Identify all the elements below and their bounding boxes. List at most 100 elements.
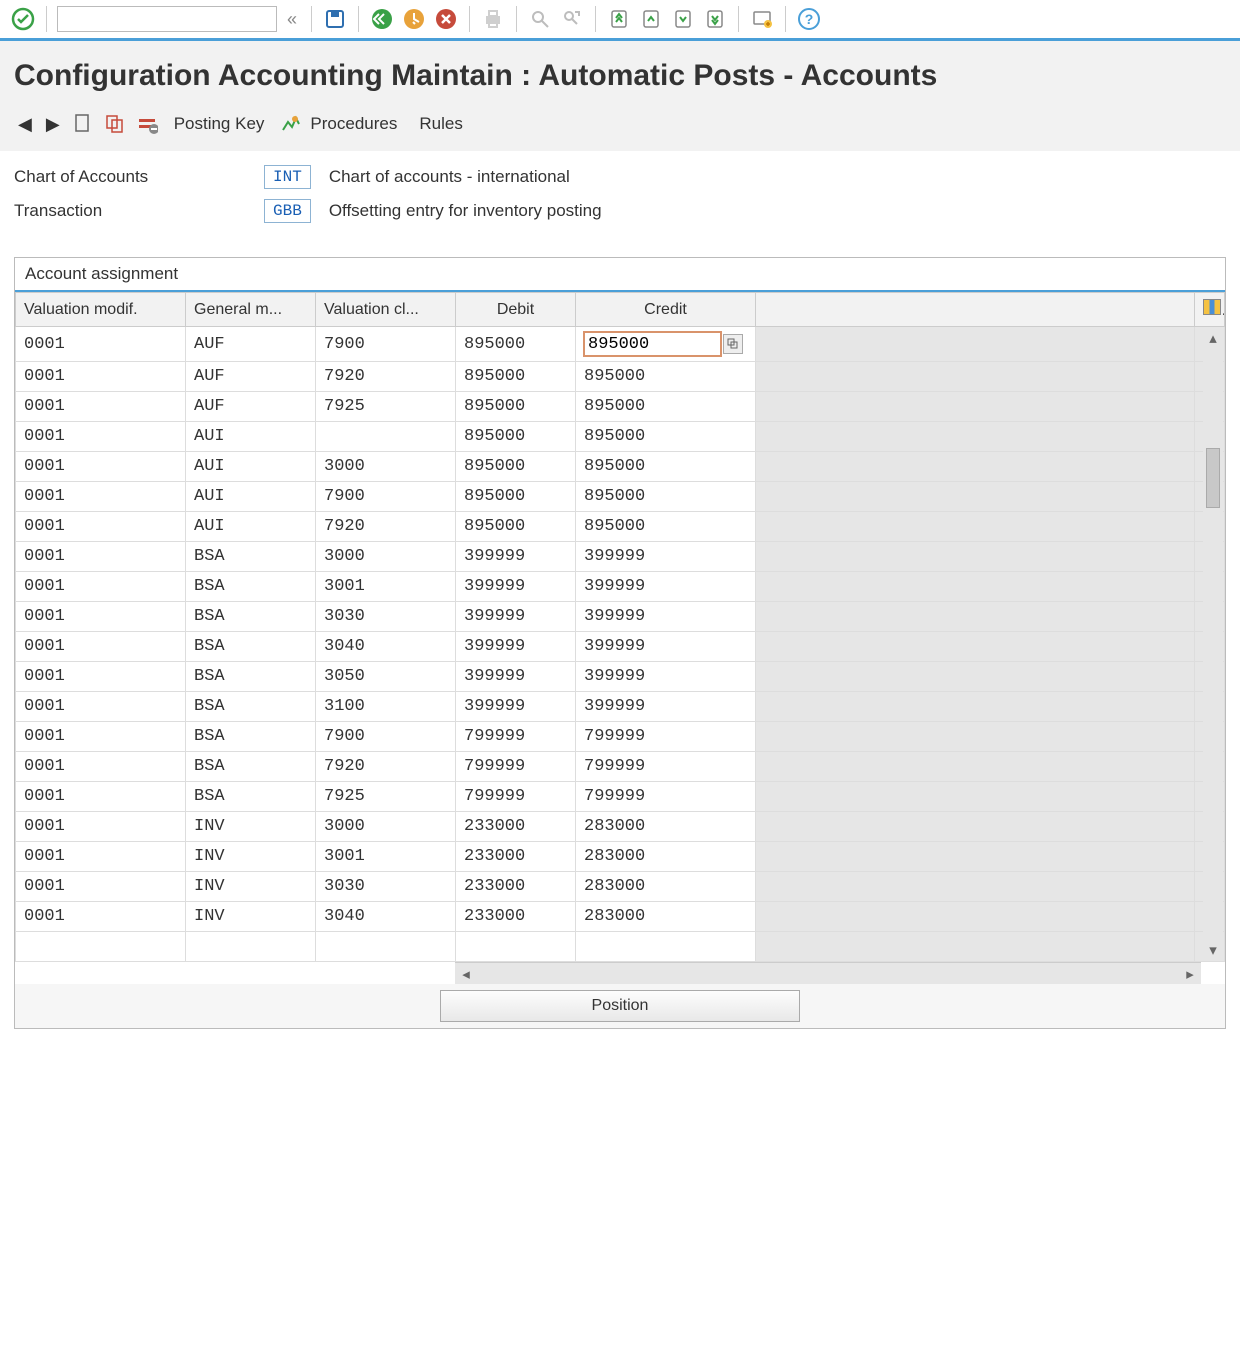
cell-valuation-class[interactable]: 3001 [316, 842, 456, 872]
cell-general-mod[interactable]: BSA [186, 782, 316, 812]
cell-valuation-modif[interactable]: 0001 [16, 512, 186, 542]
table-row[interactable]: 0001BSA7900799999799999 [16, 722, 1225, 752]
help-icon[interactable]: ? [796, 6, 822, 32]
find-icon[interactable] [527, 6, 553, 32]
table-row[interactable]: 0001AUI895000895000 [16, 422, 1225, 452]
cell-valuation-modif[interactable]: 0001 [16, 662, 186, 692]
cell-credit[interactable]: 895000 [576, 392, 756, 422]
col-general-mod[interactable]: General m... [186, 293, 316, 327]
cell-valuation-class[interactable]: 7900 [316, 722, 456, 752]
delete-icon[interactable] [134, 111, 160, 137]
cell-valuation-class[interactable]: 3001 [316, 572, 456, 602]
cell-general-mod[interactable]: BSA [186, 662, 316, 692]
cell-valuation-modif[interactable]: 0001 [16, 902, 186, 932]
cell-general-mod[interactable]: AUI [186, 482, 316, 512]
rules-button[interactable]: Rules [411, 114, 470, 134]
cell-valuation-class[interactable]: 3000 [316, 812, 456, 842]
cell-debit[interactable]: 399999 [456, 662, 576, 692]
cell-general-mod[interactable]: INV [186, 872, 316, 902]
col-valuation-class[interactable]: Valuation cl... [316, 293, 456, 327]
table-row[interactable]: 0001BSA3001399999399999 [16, 572, 1225, 602]
prev-arrow-icon[interactable]: ◀ [14, 114, 36, 135]
cell-debit[interactable]: 233000 [456, 872, 576, 902]
cell-general-mod[interactable]: BSA [186, 632, 316, 662]
cell-valuation-class[interactable] [316, 422, 456, 452]
cell-debit[interactable]: 233000 [456, 842, 576, 872]
cell-valuation-modif[interactable]: 0001 [16, 482, 186, 512]
first-page-icon[interactable] [606, 6, 632, 32]
prev-page-icon[interactable] [638, 6, 664, 32]
cell-credit[interactable]: 799999 [576, 722, 756, 752]
table-row[interactable]: 0001BSA3100399999399999 [16, 692, 1225, 722]
horizontal-scrollbar[interactable]: ◂ ▸ [455, 962, 1201, 984]
table-row[interactable]: 0001BSA7925799999799999 [16, 782, 1225, 812]
cell-general-mod[interactable]: AUI [186, 422, 316, 452]
cell-valuation-class[interactable]: 7925 [316, 392, 456, 422]
cell-valuation-class[interactable]: 7900 [316, 482, 456, 512]
cell-debit[interactable]: 895000 [456, 392, 576, 422]
cell-credit[interactable]: 799999 [576, 752, 756, 782]
cell-debit[interactable]: 399999 [456, 542, 576, 572]
table-row[interactable]: 0001BSA3000399999399999 [16, 542, 1225, 572]
find-next-icon[interactable] [559, 6, 585, 32]
position-button[interactable]: Position [440, 990, 800, 1022]
cell-credit[interactable]: 399999 [576, 692, 756, 722]
cell-debit[interactable]: 399999 [456, 632, 576, 662]
scroll-right-icon[interactable]: ▸ [1179, 963, 1201, 985]
cell-valuation-modif[interactable]: 0001 [16, 872, 186, 902]
cell-credit[interactable]: 399999 [576, 572, 756, 602]
cell-credit[interactable]: 399999 [576, 602, 756, 632]
col-credit[interactable]: Credit [576, 293, 756, 327]
cell-valuation-class[interactable]: 3030 [316, 872, 456, 902]
scroll-thumb[interactable] [1206, 448, 1220, 508]
cell-valuation-class[interactable]: 3050 [316, 662, 456, 692]
table-row[interactable]: 0001BSA3030399999399999 [16, 602, 1225, 632]
value-help-icon[interactable] [723, 334, 743, 354]
cell-credit[interactable]: 895000 [576, 362, 756, 392]
cell-valuation-modif[interactable]: 0001 [16, 722, 186, 752]
cell-valuation-modif[interactable]: 0001 [16, 782, 186, 812]
cell-credit[interactable]: 399999 [576, 632, 756, 662]
cell-valuation-modif[interactable]: 0001 [16, 327, 186, 362]
procedures-icon[interactable] [278, 111, 304, 137]
table-row[interactable]: 0001INV3001233000283000 [16, 842, 1225, 872]
table-row[interactable]: 0001AUI3000895000895000 [16, 452, 1225, 482]
cell-valuation-modif[interactable]: 0001 [16, 362, 186, 392]
scroll-left-icon[interactable]: ◂ [455, 963, 477, 985]
cell-valuation-modif[interactable]: 0001 [16, 572, 186, 602]
table-row[interactable]: 0001BSA3050399999399999 [16, 662, 1225, 692]
table-row[interactable]: 0001INV3030233000283000 [16, 872, 1225, 902]
last-page-icon[interactable] [702, 6, 728, 32]
cell-credit[interactable]: 283000 [576, 812, 756, 842]
scroll-down-icon[interactable]: ▾ [1203, 940, 1223, 960]
back-icon[interactable] [369, 6, 395, 32]
cell-general-mod[interactable]: AUF [186, 392, 316, 422]
cell-valuation-class[interactable]: 7920 [316, 512, 456, 542]
col-debit[interactable]: Debit [456, 293, 576, 327]
cell-valuation-class[interactable]: 3040 [316, 632, 456, 662]
cancel-icon[interactable] [433, 6, 459, 32]
cell-general-mod[interactable]: BSA [186, 722, 316, 752]
cell-general-mod[interactable]: AUF [186, 362, 316, 392]
create-icon[interactable] [70, 111, 96, 137]
cell-debit[interactable]: 895000 [456, 362, 576, 392]
vertical-scrollbar[interactable]: ▴ ▾ [1203, 328, 1223, 960]
cell-valuation-modif[interactable]: 0001 [16, 422, 186, 452]
cell-debit[interactable]: 895000 [456, 327, 576, 362]
cell-valuation-class[interactable]: 3100 [316, 692, 456, 722]
cell-valuation-class[interactable]: 7925 [316, 782, 456, 812]
cell-debit[interactable]: 799999 [456, 782, 576, 812]
cell-credit[interactable]: 799999 [576, 782, 756, 812]
new-session-icon[interactable] [749, 6, 775, 32]
next-arrow-icon[interactable]: ▶ [42, 114, 64, 135]
scroll-up-icon[interactable]: ▴ [1203, 328, 1223, 348]
copy-icon[interactable] [102, 111, 128, 137]
cell-debit[interactable]: 895000 [456, 422, 576, 452]
cell-valuation-modif[interactable]: 0001 [16, 752, 186, 782]
table-row[interactable]: 0001AUI7920895000895000 [16, 512, 1225, 542]
save-icon[interactable] [322, 6, 348, 32]
cell-general-mod[interactable]: AUF [186, 327, 316, 362]
table-row[interactable]: 0001AUF7920895000895000 [16, 362, 1225, 392]
command-field[interactable] [57, 6, 277, 32]
credit-input[interactable] [584, 332, 721, 356]
